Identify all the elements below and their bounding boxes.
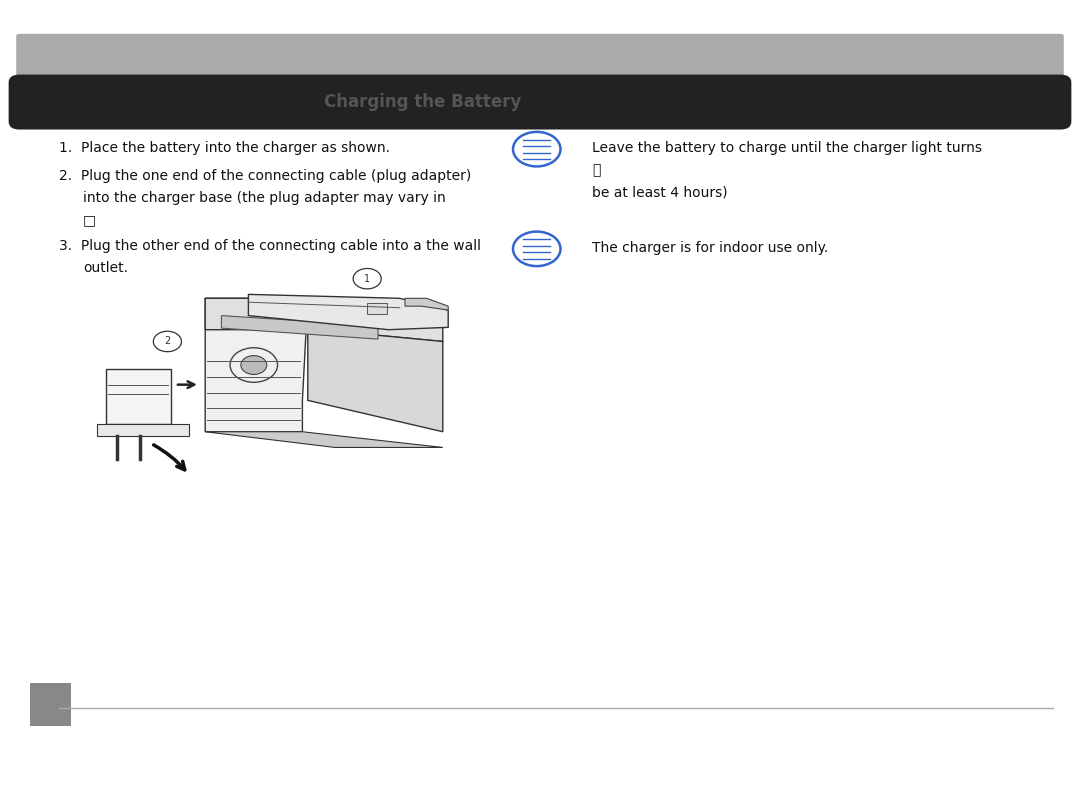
Text: Charging the Battery: Charging the Battery xyxy=(324,93,522,111)
Bar xyxy=(367,303,387,314)
Text: 3.  Plug the other end of the connecting cable into a the wall: 3. Plug the other end of the connecting … xyxy=(59,239,482,254)
Bar xyxy=(30,683,71,726)
FancyBboxPatch shape xyxy=(16,34,1064,76)
Polygon shape xyxy=(405,298,448,310)
Polygon shape xyxy=(205,298,443,341)
Text: The charger is for indoor use only.: The charger is for indoor use only. xyxy=(592,241,828,255)
Text: outlet.: outlet. xyxy=(83,261,129,276)
Text: 1.  Place the battery into the charger as shown.: 1. Place the battery into the charger as… xyxy=(59,141,390,155)
Polygon shape xyxy=(205,298,308,432)
Text: 1: 1 xyxy=(364,274,370,283)
Text: ␤: ␤ xyxy=(592,163,600,177)
Circle shape xyxy=(153,331,181,352)
Polygon shape xyxy=(221,316,378,339)
Text: □: □ xyxy=(83,213,96,227)
Text: into the charger base (the plug adapter may vary in: into the charger base (the plug adapter … xyxy=(83,191,446,205)
Polygon shape xyxy=(248,294,448,330)
Text: 2.  Plug the one end of the connecting cable (plug adapter): 2. Plug the one end of the connecting ca… xyxy=(59,169,472,183)
Text: Leave the battery to charge until the charger light turns: Leave the battery to charge until the ch… xyxy=(592,141,982,155)
Polygon shape xyxy=(308,298,443,432)
Polygon shape xyxy=(97,424,189,436)
Circle shape xyxy=(353,268,381,289)
FancyBboxPatch shape xyxy=(9,75,1071,130)
Text: be at least 4 hours): be at least 4 hours) xyxy=(592,185,728,199)
Text: 2: 2 xyxy=(164,337,171,346)
Circle shape xyxy=(241,356,267,374)
Polygon shape xyxy=(106,369,171,424)
Polygon shape xyxy=(205,432,443,447)
